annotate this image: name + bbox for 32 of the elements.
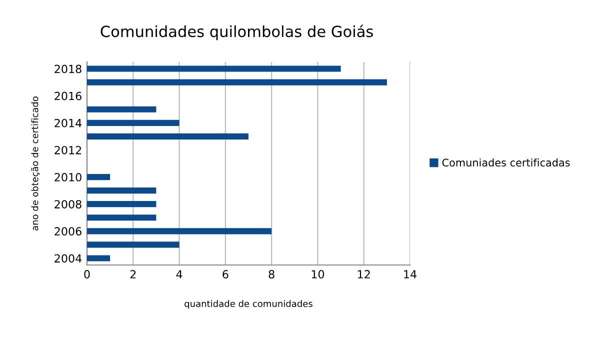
chart-title: Comunidades quilombolas de Goiás [100, 24, 373, 40]
legend-label: Comuniades certificadas [442, 158, 570, 167]
y-tick-label: 2016 [54, 92, 82, 100]
bar [87, 242, 180, 248]
bar [87, 120, 180, 126]
bar [87, 201, 156, 208]
x-tick-label: 10 [312, 270, 324, 278]
bar [87, 214, 156, 221]
y-tick-label: 2018 [54, 64, 82, 74]
x-tick-label: 8 [268, 270, 274, 278]
y-tick-label: 2010 [54, 173, 82, 182]
bar [87, 255, 110, 262]
bar [87, 174, 110, 180]
bar [87, 106, 156, 112]
bar [87, 79, 387, 86]
x-tick-label: 6 [222, 270, 228, 278]
bar [87, 133, 248, 140]
x-tick-label: 2 [130, 270, 136, 278]
y-axis-title: ano de obteção de certificado [31, 96, 40, 230]
bar [87, 228, 272, 234]
x-axis-title: quantidade de comunidades [184, 300, 312, 309]
y-tick-label: 2004 [54, 254, 82, 263]
y-tick-label: 2006 [54, 227, 82, 236]
bar [87, 66, 341, 72]
y-tick-label: 2008 [54, 200, 82, 208]
x-tick-label: 0 [84, 270, 90, 278]
x-tick-label: 4 [176, 270, 182, 278]
x-tick-label: 14 [404, 270, 416, 278]
y-tick-label: 2014 [54, 118, 82, 128]
x-tick-label: 12 [358, 270, 370, 278]
y-tick-label: 2012 [54, 146, 82, 154]
bar [87, 188, 156, 194]
